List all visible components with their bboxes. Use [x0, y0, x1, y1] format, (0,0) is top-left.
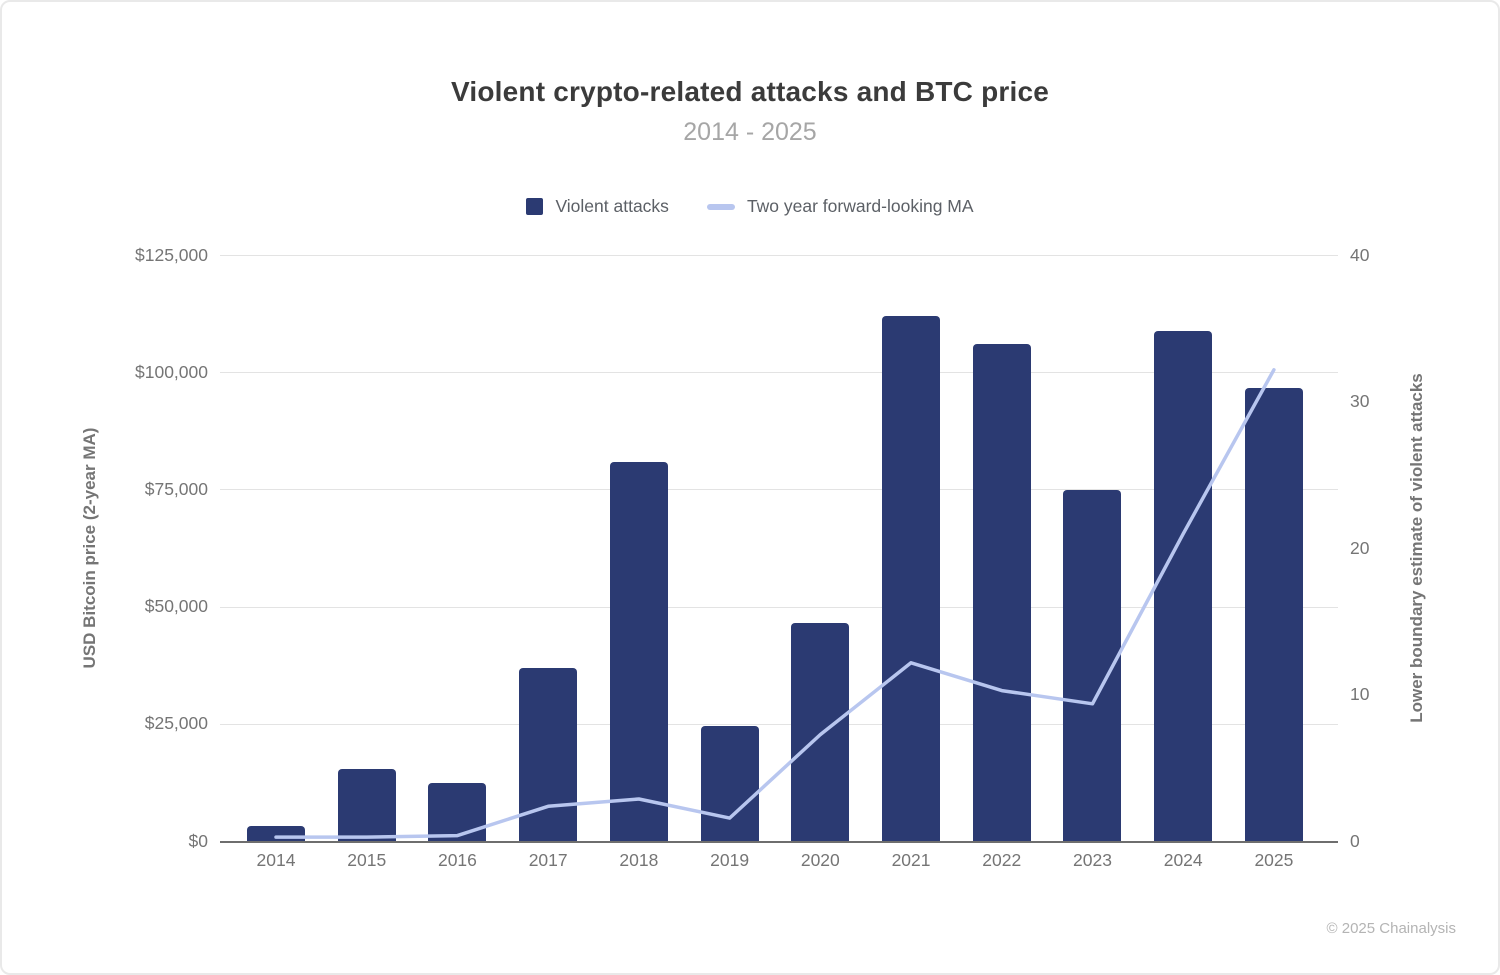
x-axis-label: 2014	[256, 850, 296, 870]
bar-2024	[1154, 330, 1213, 842]
right-axis-title: Lower boundary estimate of violent attac…	[1407, 373, 1426, 723]
y-axis-label-right: 40	[1350, 244, 1370, 265]
x-axis-label: 2015	[347, 850, 387, 870]
y-axis-label-left: $125,000	[135, 244, 208, 265]
bar-2021	[882, 315, 941, 842]
bar-2025	[1244, 387, 1303, 842]
bar-2018	[609, 461, 668, 842]
bar-2017	[519, 668, 578, 842]
x-axis-label: 2022	[982, 850, 1022, 870]
left-axis-title: USD Bitcoin price (2-year MA)	[80, 427, 99, 669]
y-axis-label-right: 10	[1350, 684, 1370, 704]
y-axis-label-right: 30	[1350, 391, 1370, 411]
x-axis-label: 2019	[710, 850, 750, 870]
bar-2022	[972, 343, 1031, 842]
legend-item-violent-attacks: Violent attacks	[526, 196, 669, 217]
x-axis-label: 2025	[1254, 850, 1294, 870]
bar-2014	[247, 826, 305, 842]
bar-2016	[428, 782, 487, 842]
gridline	[220, 255, 1338, 256]
bar-2015	[337, 769, 396, 842]
chart-title: Violent crypto-related attacks and BTC p…	[450, 76, 1049, 107]
y-axis-label-left: $0	[188, 830, 208, 851]
bar-2019	[700, 726, 759, 842]
copyright-text: © 2025 Chainalysis	[1326, 920, 1456, 937]
legend: Violent attacks Two year forward-looking…	[2, 196, 1498, 217]
y-axis-label-right: 0	[1350, 830, 1360, 851]
legend-square-swatch	[526, 198, 544, 215]
y-axis-label-left: $100,000	[135, 361, 208, 382]
legend-label-two-year-ma: Two year forward-looking MA	[746, 196, 974, 216]
x-axis-label: 2024	[1163, 850, 1203, 870]
x-axis-label: 2018	[619, 850, 659, 870]
x-axis-label: 2020	[800, 850, 840, 870]
legend-label-violent-attacks: Violent attacks	[555, 196, 669, 216]
y-axis-label-left: $50,000	[144, 596, 208, 617]
legend-line-swatch	[706, 203, 735, 210]
x-axis-label: 2017	[528, 850, 568, 870]
bar-2020	[791, 623, 850, 842]
y-axis-label-left: $25,000	[144, 713, 208, 734]
x-axis-label: 2021	[891, 850, 931, 870]
chart-subtitle: 2014 - 2025	[683, 118, 817, 146]
x-axis-label: 2023	[1073, 850, 1112, 870]
legend-item-two-year-ma: Two year forward-looking MA	[706, 196, 974, 217]
y-axis-label-right: 20	[1350, 537, 1370, 558]
trend-line-path	[274, 368, 1276, 839]
bar-2023	[1063, 489, 1122, 842]
y-axis-label-left: $75,000	[144, 478, 208, 499]
x-axis-baseline	[220, 840, 1338, 843]
x-axis-label: 2016	[437, 850, 477, 870]
